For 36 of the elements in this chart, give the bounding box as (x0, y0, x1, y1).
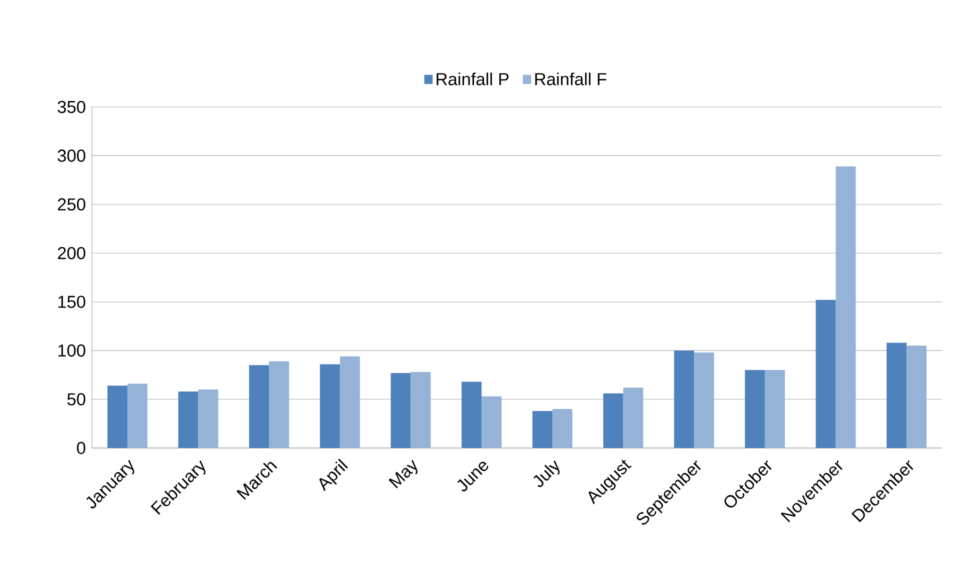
bar (410, 372, 431, 448)
bar (744, 370, 765, 448)
bar (320, 364, 340, 448)
bar (127, 384, 148, 448)
y-tick-label: 150 (58, 296, 86, 308)
bar (269, 361, 290, 448)
bar (886, 342, 907, 448)
bar (552, 409, 572, 448)
bar (623, 388, 644, 448)
bar (532, 410, 552, 448)
bar (107, 386, 128, 448)
bar (390, 372, 411, 448)
bar (836, 166, 856, 448)
bar (694, 352, 714, 448)
y-tick-label: 100 (58, 344, 86, 357)
legend-label: Rainfall F (535, 72, 606, 86)
bar (674, 350, 694, 448)
y-tick-label: 300 (58, 150, 86, 162)
y-tick-label: 50 (67, 393, 86, 406)
y-tick-label: 250 (58, 198, 86, 211)
y-tick-label: 200 (58, 246, 86, 260)
x-tick-label: May (388, 460, 418, 488)
bar (249, 365, 270, 448)
bar (764, 370, 785, 448)
bar (178, 391, 198, 448)
bar (340, 356, 360, 448)
y-tick-label: 0 (76, 442, 86, 454)
legend-label: Rainfall P (436, 72, 509, 86)
bar (198, 390, 218, 448)
bar (482, 396, 502, 448)
x-tick-label: July (534, 460, 560, 488)
bar (906, 346, 927, 448)
bar (462, 382, 482, 448)
bar (603, 393, 624, 448)
y-tick-label: 350 (58, 100, 86, 114)
bar (816, 300, 836, 448)
